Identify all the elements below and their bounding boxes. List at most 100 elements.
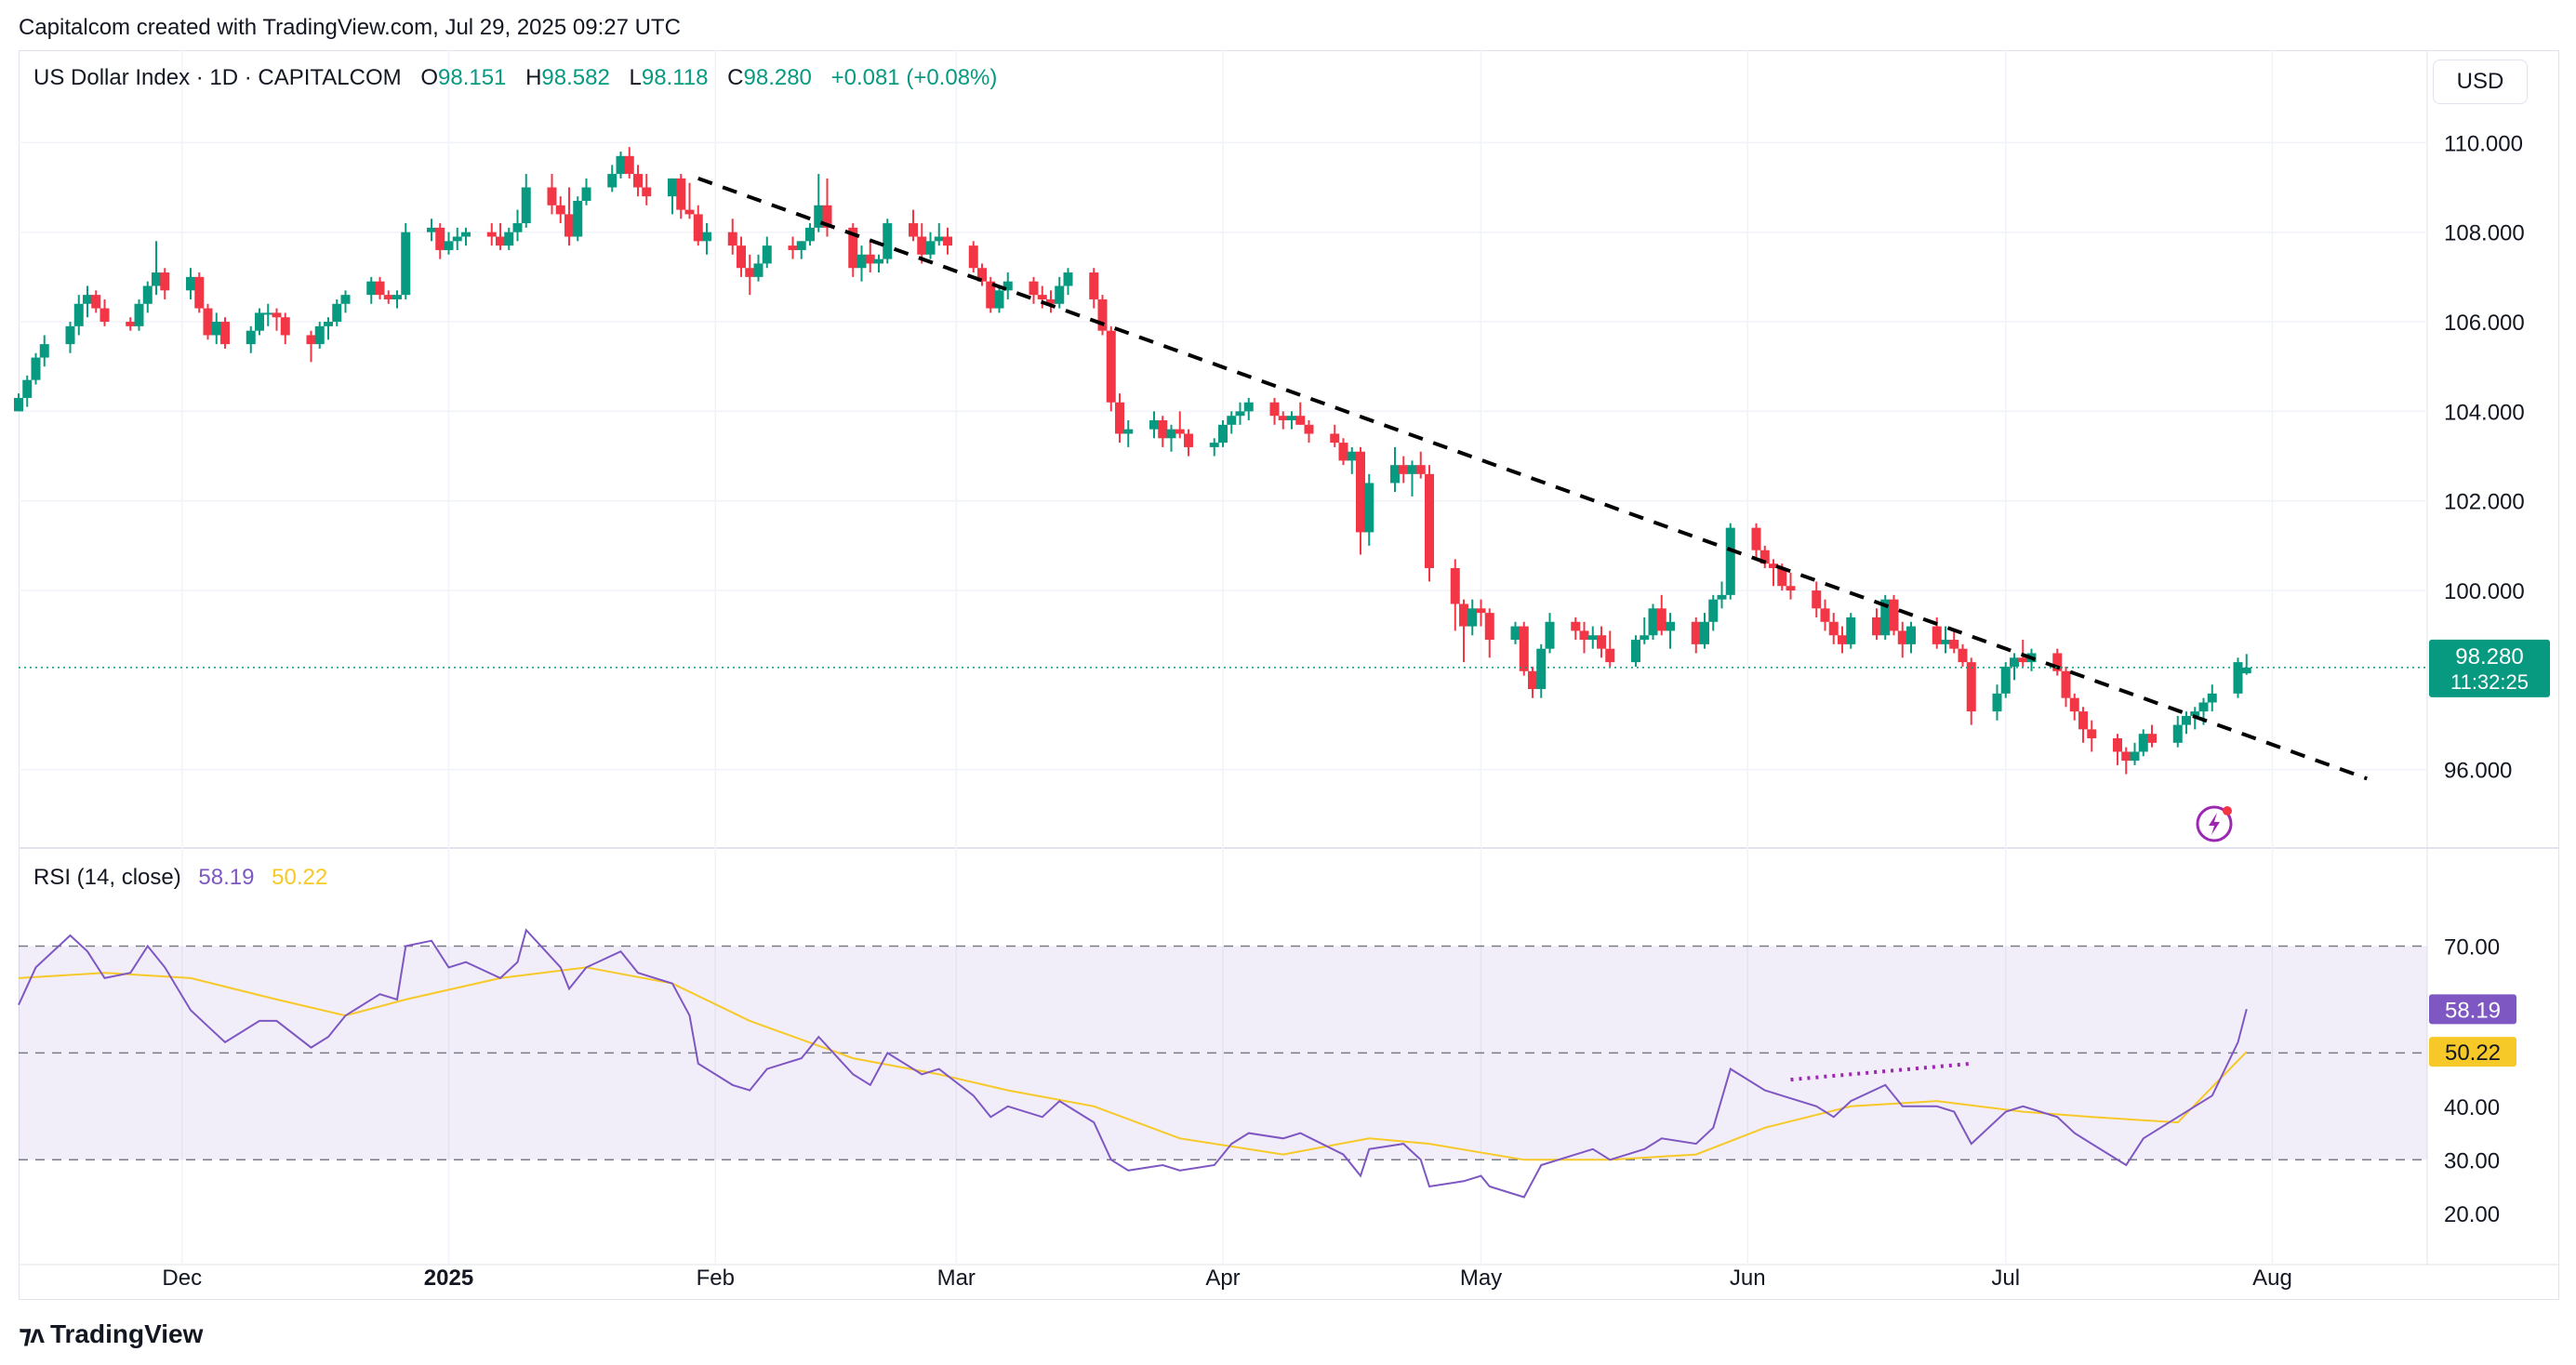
- candle-body: [2078, 711, 2088, 730]
- candle-body: [366, 281, 377, 296]
- candle-body: [1295, 416, 1306, 425]
- symbol-name: US Dollar Index · 1D · CAPITALCOM: [33, 65, 402, 90]
- candle-body: [633, 174, 643, 188]
- rsi-ma-badge-text: 50.22: [2445, 1040, 2501, 1066]
- candle-body: [753, 263, 764, 277]
- candle-body: [1338, 443, 1348, 461]
- candle-body: [865, 254, 875, 264]
- last-price-badge: [2429, 639, 2550, 697]
- candle-body: [2190, 711, 2200, 716]
- candle-body: [1425, 473, 1434, 568]
- candle-body: [504, 232, 514, 246]
- candle-body: [2010, 657, 2019, 667]
- candle-body: [1055, 285, 1065, 304]
- countdown-text: 11:32:25: [2450, 670, 2529, 694]
- candle-body: [134, 303, 144, 326]
- candle-body: [280, 317, 290, 336]
- candle-body: [263, 312, 273, 315]
- tradingview-logo-icon: ⁊ʌ: [19, 1319, 45, 1348]
- candle-body: [375, 281, 385, 296]
- price-tick-label: 96.000: [2444, 759, 2512, 784]
- candle-body: [1484, 613, 1494, 641]
- candle-body: [1700, 621, 1709, 644]
- candle-body: [1046, 298, 1056, 304]
- candle-body: [1175, 429, 1185, 434]
- candle-body: [306, 335, 316, 345]
- candle-body: [1467, 608, 1478, 627]
- currency-button[interactable]: USD: [2433, 60, 2528, 104]
- candle-body: [39, 344, 49, 358]
- trendline: [697, 177, 2368, 781]
- chart-frame: [19, 50, 2559, 1300]
- candle-body: [1906, 626, 1916, 644]
- candle-body: [401, 232, 411, 296]
- candle-body: [994, 290, 1004, 309]
- rsi-legend-value: 58.19: [198, 865, 255, 890]
- rsi-line: [18, 928, 2248, 1199]
- candle-body: [727, 232, 737, 246]
- rsi-legend: RSI (14, close) 58.19 50.22: [33, 865, 327, 891]
- candle-body: [1184, 433, 1193, 447]
- candle-body: [822, 205, 832, 228]
- candle-body: [1820, 608, 1830, 622]
- candle-body: [616, 155, 626, 175]
- candle-body: [977, 268, 987, 282]
- candle-body: [1656, 608, 1666, 631]
- candle-body: [1063, 272, 1073, 286]
- candle-body: [2130, 751, 2140, 762]
- candle-body: [1287, 416, 1296, 421]
- candle-body: [607, 174, 617, 188]
- open-label: O: [420, 65, 438, 90]
- candle-body: [925, 241, 936, 255]
- candle-body: [547, 187, 557, 205]
- candle-body: [1571, 621, 1581, 631]
- candle-body: [332, 303, 342, 323]
- rsi-badge: [2429, 994, 2516, 1025]
- candle-body: [883, 223, 893, 259]
- candle-body: [340, 295, 351, 304]
- candle-body: [2207, 693, 2217, 703]
- candle-body: [2061, 670, 2071, 698]
- candle-body: [1269, 402, 1280, 417]
- candle-body: [943, 236, 952, 246]
- candle-body: [246, 330, 256, 345]
- candle-body: [2241, 667, 2251, 674]
- high-label: H: [525, 65, 542, 90]
- high-value: 98.582: [541, 65, 610, 90]
- candle-body: [186, 276, 195, 291]
- candle-body: [1579, 630, 1589, 641]
- alert-dot: [2223, 806, 2232, 815]
- candle-body: [564, 214, 574, 237]
- close-label: C: [727, 65, 744, 90]
- rsi-ma-legend-value: 50.22: [272, 865, 328, 890]
- candle-body: [788, 245, 798, 250]
- lightning-glyph: [2209, 813, 2220, 835]
- candle-body: [1769, 563, 1778, 568]
- candle-body: [2052, 653, 2063, 671]
- candle-body: [152, 272, 161, 286]
- x-tick-label: Jul: [1991, 1266, 2020, 1291]
- candle-body: [2233, 662, 2243, 694]
- candle-body: [1450, 567, 1460, 604]
- candle-body: [1648, 608, 1658, 636]
- candle-body: [427, 227, 436, 232]
- candle-body: [2198, 702, 2209, 712]
- candle-body: [1949, 640, 1959, 649]
- candle-body: [1587, 635, 1598, 641]
- candle-body: [1897, 630, 1907, 644]
- candle-body: [1846, 616, 1856, 644]
- candle-body: [1605, 648, 1615, 663]
- candle-body: [142, 285, 153, 304]
- candle-body: [1932, 626, 1942, 644]
- candle-body: [2018, 657, 2028, 663]
- price-tick-label: 102.000: [2444, 490, 2525, 515]
- candle-body: [1536, 648, 1547, 690]
- candle-body: [272, 312, 282, 318]
- candle-body: [444, 241, 454, 250]
- tradingview-logo[interactable]: ⁊ʌ TradingView: [19, 1319, 203, 1349]
- candle-body: [1717, 594, 1727, 600]
- candle-body: [986, 281, 996, 309]
- price-tick-label: 106.000: [2444, 311, 2525, 336]
- x-tick-label: Mar: [937, 1266, 976, 1291]
